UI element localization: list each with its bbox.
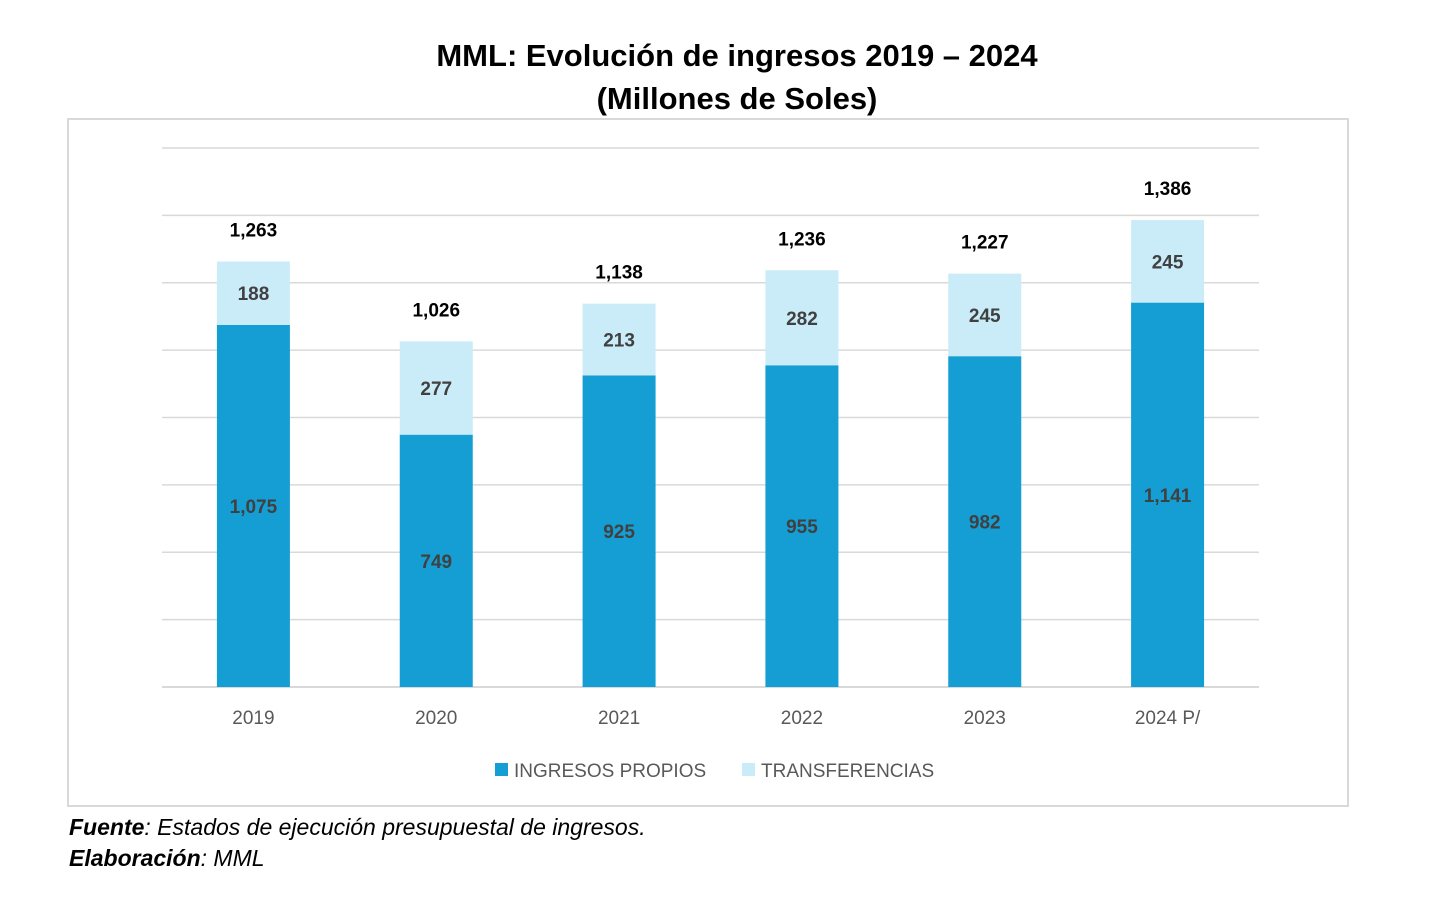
data-label-propios: 955 — [786, 517, 818, 538]
bar-transferencias — [399, 341, 473, 435]
data-label-transferencias: 282 — [786, 309, 818, 330]
x-tick-label: 2022 — [781, 708, 823, 729]
x-tick-label: 2024 P/ — [1135, 708, 1201, 729]
credit-note: Elaboración: MML — [69, 843, 265, 873]
bar-ingresos-propios — [765, 365, 839, 687]
data-label-propios: 749 — [420, 552, 452, 573]
legend-transferencias-label: TRANSFERENCIAS — [761, 761, 934, 782]
data-label-total: 1,263 — [230, 221, 278, 242]
data-label-propios: 925 — [603, 522, 635, 543]
legend-ingresos-propios-label: INGRESOS PROPIOS — [514, 761, 706, 782]
source-text: : Estados de ejecución presupuestal de i… — [144, 814, 646, 840]
bar-transferencias — [216, 261, 290, 325]
x-tick-label: 2020 — [415, 708, 457, 729]
source-note: Fuente: Estados de ejecución presupuesta… — [69, 812, 646, 842]
data-label-total: 1,227 — [961, 233, 1009, 254]
bar-transferencias — [582, 303, 656, 376]
bar-transferencias — [948, 273, 1022, 357]
chart-title: MML: Evolución de ingresos 2019 – 2024 — [436, 38, 1038, 73]
data-label-propios: 982 — [969, 513, 1001, 534]
credit-label: Elaboración — [69, 845, 201, 871]
bar-ingresos-propios — [582, 375, 656, 687]
stacked-bar-chart: 1,075 188 1,263 2019 749 277 1,026 2020 925 213 1,… — [162, 147, 1259, 782]
chart-frame: 1,075 188 1,263 2019 749 277 1,026 2020 925 213 1,… — [67, 118, 1349, 807]
data-label-propios: 1,141 — [1144, 486, 1192, 507]
data-label-total: 1,236 — [778, 229, 826, 250]
x-tick-label: 2019 — [232, 708, 274, 729]
source-label: Fuente — [69, 814, 145, 840]
data-label-transferencias: 245 — [969, 306, 1001, 327]
bar-transferencias — [765, 270, 839, 366]
data-label-propios: 1,075 — [230, 497, 278, 518]
x-tick-label: 2021 — [598, 708, 640, 729]
credit-text: : MML — [200, 845, 265, 871]
bar-transferencias — [1131, 220, 1205, 303]
bar-ingresos-propios — [399, 434, 473, 687]
legend-ingresos-propios-swatch — [495, 763, 508, 776]
bar-ingresos-propios — [1131, 302, 1205, 687]
data-label-transferencias: 213 — [603, 331, 635, 352]
bar-ingresos-propios — [216, 324, 290, 687]
chart-subtitle: (Millones de Soles) — [596, 81, 878, 116]
data-label-transferencias: 245 — [1152, 252, 1184, 273]
legend-transferencias-swatch — [742, 763, 755, 776]
x-tick-label: 2023 — [964, 708, 1006, 729]
data-label-transferencias: 277 — [420, 379, 452, 400]
data-label-total: 1,386 — [1144, 179, 1192, 200]
data-label-total: 1,026 — [412, 300, 460, 321]
data-label-transferencias: 188 — [238, 284, 270, 305]
bar-ingresos-propios — [948, 356, 1022, 687]
data-label-total: 1,138 — [595, 263, 643, 284]
